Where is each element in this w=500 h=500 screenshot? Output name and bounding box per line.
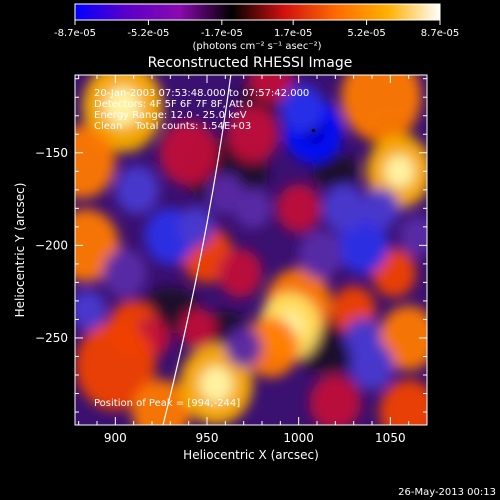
heatmap-positive-blob [75,125,116,199]
annotation-clean-counts: Clean Total counts: 1.54E+03 [94,121,251,132]
annotation-block: 20-Jan-2003 07:53:48.000 to 07:57:42.000… [94,88,309,132]
heatmap-negative-blob [225,327,262,368]
heatmap-positive-blob [159,120,219,186]
x-axis-tick-label: 1000 [283,431,314,445]
heatmap-negative-blob [298,230,343,279]
heatmap-positive-blob [218,248,262,298]
axis-ticks: 900 950 1000 1050 −150 −200 −250 [35,75,428,445]
colorbar-tick-label: 8.7e-05 [421,28,459,39]
plot-area: 900 950 1000 1050 −150 −200 −250 20-Jan-2003 0… [35,74,428,445]
heatmap-negative-blob [344,317,382,359]
annotation-time-range: 20-Jan-2003 07:53:48.000 to 07:57:42.000 [94,88,309,99]
peak-marker-dot [311,128,315,133]
heatmap-positive-blob [243,316,299,378]
colorbar: -8.7e-05 -5.2e-05 -1.7e-05 1.7e-05 5.2e-05 8.… [54,3,459,52]
heatmap-negative-blob [177,206,215,248]
colorbar-tick-label: -1.7e-05 [201,28,243,39]
annotation-energy-range: Energy Range: 12.0 - 25.0 keV [94,110,247,121]
solar-limb-arc [162,75,232,425]
heatmap-positive-blob [249,75,294,103]
heatmap-negative-blob [322,184,367,233]
colorbar-unit-label: (photons cm⁻² s⁻¹ asec⁻²) [192,41,321,52]
heatmap-positive-blob [131,379,191,425]
colorbar-tick-label: 5.2e-05 [347,28,385,39]
y-axis-tick-label: −250 [35,331,68,345]
heatmap-positive-blob [309,374,361,425]
x-axis-tick-label: 1050 [375,431,406,445]
heatmap-negative-blob [115,165,160,215]
heatmap-positive-blob [340,75,422,142]
colorbar-tick-label: -8.7e-05 [54,28,96,39]
colorbar-ticks: -8.7e-05 -5.2e-05 -1.7e-05 1.7e-05 5.2e-05 8.… [54,20,459,39]
generation-timestamp: 26-May-2013 00:13 [398,487,496,498]
colorbar-tick-label: 1.7e-05 [274,28,312,39]
heatmap-negative-blob [234,188,272,229]
x-axis-tick-label: 900 [104,431,127,445]
heatmap-layer [75,75,427,425]
colorbar-tick-label: -5.2e-05 [127,28,169,39]
heatmap-negative-blob [362,188,400,229]
y-axis-tick-label: −150 [35,146,68,160]
heatmap-positive-blob [75,321,156,411]
colorbar-strip [74,3,441,21]
peak-position-label: Position of Peak = [994,-244] [94,398,240,409]
plot-frame [74,74,428,426]
heatmap-negative-blob [75,290,107,331]
heatmap-blob-core [104,86,141,127]
heatmap-positive-blob [379,379,427,425]
heatmap-negative-blob [102,248,147,298]
heatmap-blob-core [384,154,415,188]
heatmap-dark-region [312,153,359,190]
y-axis-label: Heliocentric Y (arcsec) [13,183,27,318]
heatmap-positive-blob [179,308,217,349]
heatmap-blob-core [199,365,233,403]
x-axis-label: Heliocentric X (arcsec) [183,448,319,462]
heatmap-negative-blob [280,84,325,133]
y-axis-tick-label: −200 [35,238,68,252]
heatmap-positive-blob [276,184,321,233]
annotation-detectors: Detectors: 4F 5F 6F 7F 8F, Att 0 [94,99,253,110]
x-axis-tick-label: 950 [196,431,219,445]
heatmap-negative-blob [399,215,427,257]
heatmap-negative-blob [207,173,244,214]
chart-title: Reconstructed RHESSI Image [148,55,353,71]
heatmap-positive-blob [227,106,279,163]
